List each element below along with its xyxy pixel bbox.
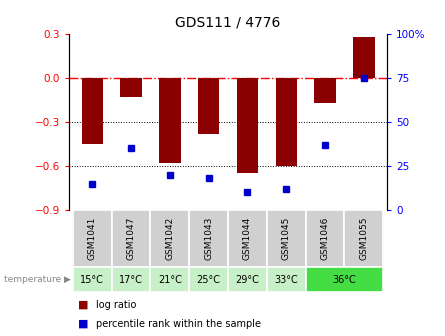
Bar — [315, 78, 336, 103]
Text: 33°C: 33°C — [275, 275, 298, 285]
Text: ■: ■ — [78, 300, 89, 309]
Text: 36°C: 36°C — [332, 275, 356, 285]
Bar — [353, 37, 375, 78]
Text: GSM1046: GSM1046 — [320, 217, 330, 260]
Title: GDS111 / 4776: GDS111 / 4776 — [175, 16, 281, 30]
Bar — [73, 267, 112, 292]
Bar — [306, 210, 344, 267]
Bar — [306, 267, 383, 292]
Bar — [150, 210, 189, 267]
Text: GSM1055: GSM1055 — [360, 217, 368, 260]
Bar — [267, 267, 306, 292]
Text: temperature ▶: temperature ▶ — [4, 275, 71, 284]
Text: 25°C: 25°C — [197, 275, 221, 285]
Bar — [150, 267, 189, 292]
Text: log ratio: log ratio — [96, 300, 136, 309]
Text: GSM1044: GSM1044 — [243, 217, 252, 260]
Bar — [267, 210, 306, 267]
Text: GSM1043: GSM1043 — [204, 217, 213, 260]
Bar — [73, 210, 112, 267]
Bar — [159, 78, 181, 163]
Text: 29°C: 29°C — [235, 275, 259, 285]
Bar — [228, 210, 267, 267]
Bar — [228, 267, 267, 292]
Text: GSM1042: GSM1042 — [166, 217, 174, 260]
Bar — [198, 78, 219, 134]
Bar — [81, 78, 103, 144]
Bar — [189, 267, 228, 292]
Text: GSM1045: GSM1045 — [282, 217, 291, 260]
Text: 17°C: 17°C — [119, 275, 143, 285]
Text: ■: ■ — [78, 319, 89, 329]
Text: GSM1041: GSM1041 — [88, 217, 97, 260]
Text: 15°C: 15°C — [80, 275, 104, 285]
Bar — [275, 78, 297, 166]
Bar — [112, 267, 150, 292]
Bar — [344, 210, 383, 267]
Text: 21°C: 21°C — [158, 275, 182, 285]
Bar — [112, 210, 150, 267]
Text: GSM1047: GSM1047 — [126, 217, 136, 260]
Bar — [189, 210, 228, 267]
Bar — [237, 78, 258, 173]
Text: percentile rank within the sample: percentile rank within the sample — [96, 319, 261, 329]
Bar — [121, 78, 142, 97]
